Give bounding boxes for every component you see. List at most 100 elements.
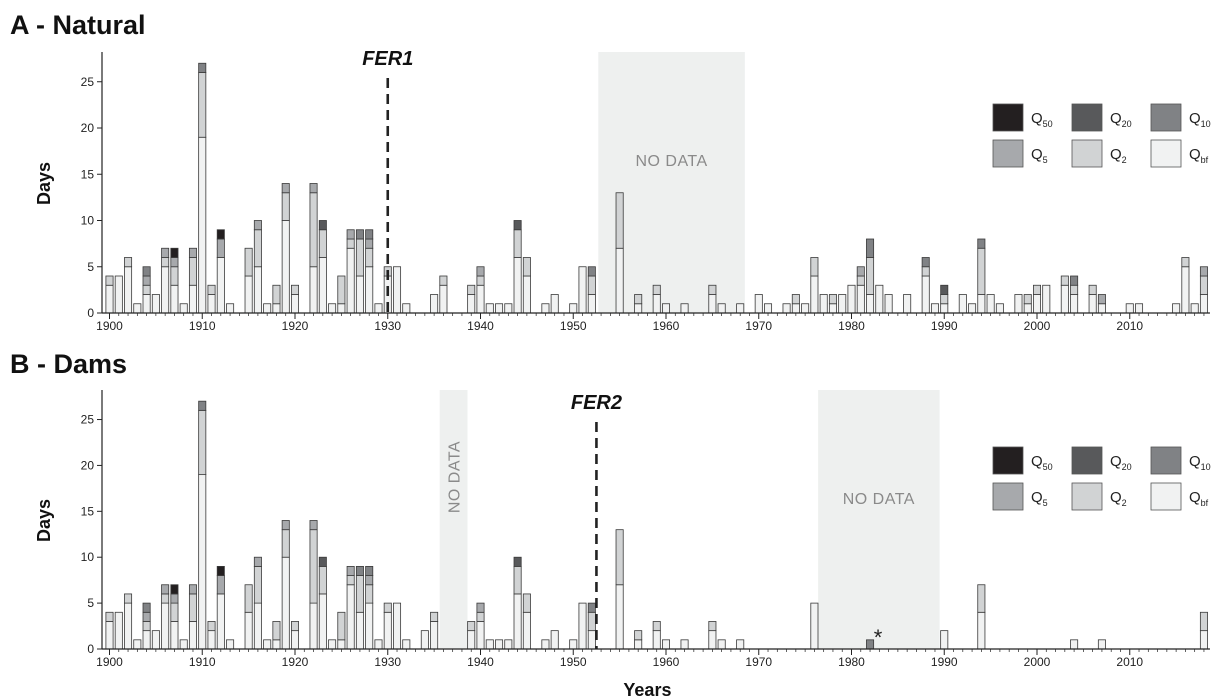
bar-1936-qbf — [439, 284, 448, 314]
bar-1945-qbf — [522, 275, 531, 314]
y-tick-label: 25 — [81, 75, 95, 89]
bar-1924-qbf — [328, 639, 337, 650]
bar-1910-q2 — [198, 72, 207, 138]
bar-1926-q5 — [346, 565, 355, 576]
bar-1943-qbf — [504, 639, 513, 650]
bar-1912-q50 — [216, 229, 225, 240]
bar-1923-qbf — [318, 257, 327, 314]
bar-1977-qbf — [819, 294, 828, 314]
no-data-label: NO DATA — [843, 491, 915, 508]
bar-1903-qbf — [133, 303, 142, 314]
legend-swatch — [992, 103, 1024, 132]
bar-1927-q2 — [355, 575, 364, 613]
legend-label-base: Q — [1110, 453, 1122, 470]
no-data-region — [439, 390, 468, 649]
x-tick-label: 1930 — [374, 319, 401, 333]
bar-1947-qbf — [541, 303, 550, 314]
bar-1994-qbf — [977, 294, 986, 314]
legend-item-qbf: Qbf — [1150, 139, 1209, 168]
bar-1990-q20 — [940, 284, 949, 295]
legend-swatch — [1071, 139, 1103, 168]
bar-1922-qbf — [309, 602, 318, 650]
bar-1924-qbf — [328, 303, 337, 314]
bar-1910-q2 — [198, 409, 207, 476]
bar-1907-q2 — [170, 266, 179, 286]
bar-1940-q5 — [476, 266, 485, 277]
x-axis-label: Years — [623, 680, 671, 699]
bar-1944-q20 — [513, 220, 522, 231]
bar-1909-qbf — [188, 284, 197, 314]
bar-2018-q2 — [1199, 275, 1208, 295]
bar-1926-qbf — [346, 247, 355, 314]
bar-1999-qbf — [1023, 303, 1032, 314]
bar-2003-q2 — [1060, 275, 1069, 286]
bar-1927-q10 — [355, 229, 364, 240]
bar-1994-q10 — [977, 238, 986, 249]
bar-1911-qbf — [207, 294, 216, 314]
bar-1989-qbf — [930, 303, 939, 314]
bar-1974-qbf — [791, 303, 800, 314]
bar-1929-qbf — [374, 639, 383, 650]
bar-1920-qbf — [290, 294, 299, 314]
legend-item-q50: Q50 — [992, 446, 1053, 475]
legend-swatch — [992, 446, 1024, 475]
x-tick-label: 1950 — [560, 655, 587, 669]
bar-2018-q5 — [1199, 266, 1208, 277]
bar-1930-qbf — [383, 611, 392, 650]
bar-1900-qbf — [105, 284, 114, 314]
bar-2011-qbf — [1135, 303, 1144, 314]
y-axis-label: Days — [34, 499, 54, 542]
bar-1918-qbf — [272, 303, 281, 314]
bar-2018-qbf — [1199, 630, 1208, 650]
bar-1907-qbf — [170, 621, 179, 650]
bar-1927-q2 — [355, 238, 364, 277]
legend-label: Q5 — [1031, 146, 1048, 165]
bar-1928-qbf — [365, 602, 374, 650]
legend-label-base: Q — [1110, 110, 1122, 127]
bar-2004-q10 — [1070, 275, 1079, 286]
bar-1968-qbf — [736, 639, 745, 650]
legend-label-base: Q — [1189, 110, 1201, 127]
bar-1905-qbf — [151, 294, 160, 314]
bar-1990-qbf — [940, 630, 949, 650]
bar-1910-qbf — [198, 136, 207, 314]
bar-1971-qbf — [764, 303, 773, 314]
bar-1913-qbf — [226, 303, 235, 314]
legend-label-base: Q — [1031, 110, 1043, 127]
bar-1909-qbf — [188, 621, 197, 650]
bar-1916-q2 — [253, 229, 262, 268]
bar-1915-q2 — [244, 247, 253, 277]
y-tick-label: 0 — [87, 642, 94, 656]
bar-1942-qbf — [495, 303, 504, 314]
legend-item-q10: Q10 — [1150, 103, 1211, 132]
bar-1918-q2 — [272, 621, 281, 641]
legend-swatch — [992, 482, 1024, 511]
bar-1959-qbf — [652, 294, 661, 314]
bar-1986-qbf — [903, 294, 912, 314]
bar-1923-q2 — [318, 565, 327, 595]
x-tick-label: 1940 — [467, 319, 494, 333]
bar-1931-qbf — [393, 602, 402, 650]
legend-label-base: Q — [1189, 489, 1201, 506]
legend-label-subscript: 10 — [1201, 462, 1211, 472]
bar-1900-q2 — [105, 275, 114, 286]
legend-item-qbf: Qbf — [1150, 482, 1209, 511]
bar-1951-qbf — [578, 602, 587, 650]
bar-1923-q2 — [318, 229, 327, 258]
bar-1999-q2 — [1023, 294, 1032, 305]
bar-1978-q2 — [828, 294, 837, 305]
panel-title: A - Natural — [10, 10, 146, 40]
x-tick-label: 1960 — [653, 655, 680, 669]
bar-1952-q2 — [587, 275, 596, 295]
bar-1911-qbf — [207, 630, 216, 650]
bar-1988-qbf — [921, 275, 930, 314]
bar-1920-q2 — [290, 284, 299, 295]
asterisk-annotation: * — [874, 625, 883, 650]
bar-1973-qbf — [782, 303, 791, 314]
bar-1918-q2 — [272, 284, 281, 305]
bar-2001-qbf — [1042, 284, 1051, 314]
bar-1962-qbf — [680, 639, 689, 650]
bar-1943-qbf — [504, 303, 513, 314]
legend-label: Q20 — [1110, 110, 1132, 129]
